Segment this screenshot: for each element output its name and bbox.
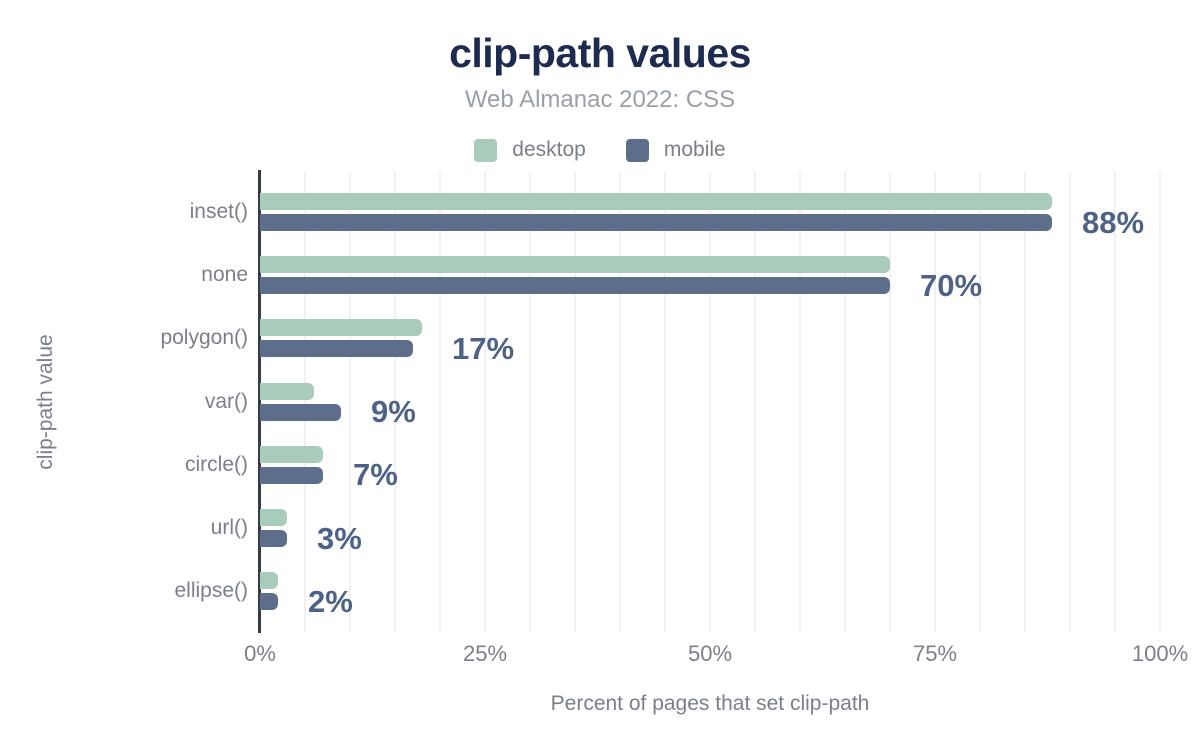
x-axis-title: Percent of pages that set clip-path [550,692,870,715]
gridline [664,172,666,632]
legend-swatch-mobile [625,138,649,162]
value-label-inset(): 88% [1082,204,1145,240]
gridline [1024,172,1026,632]
gridline [799,172,801,632]
bar-mobile-var() [260,403,341,421]
category-label-polygon(): polygon() [160,326,248,350]
category-label-var(): var() [204,389,248,413]
gridline [979,172,981,632]
bar-desktop-circle() [260,445,323,463]
bar-mobile-ellipse() [260,593,278,611]
bar-desktop-var() [260,382,314,400]
bar-mobile-polygon() [260,340,413,358]
gridline [484,172,486,632]
gridline [1159,172,1161,632]
legend-item-desktop: desktop [474,138,586,162]
value-label-url(): 3% [317,520,362,556]
bar-desktop-ellipse() [260,572,278,590]
bar-desktop-inset() [260,193,1052,210]
value-label-polygon(): 17% [452,330,515,366]
bar-mobile-none [260,277,890,295]
category-label-ellipse(): ellipse() [174,579,248,603]
x-tick-100%: 100% [1131,641,1189,666]
gridline [1114,172,1116,632]
gridline [754,172,756,632]
x-tick-50%: 50% [687,641,733,666]
bar-mobile-url() [260,530,287,547]
value-label-ellipse(): 2% [308,583,353,619]
gridline [349,172,351,632]
gridline [709,172,711,632]
bar-desktop-polygon() [260,319,422,337]
x-tick-0%: 0% [244,641,276,666]
value-label-none: 70% [920,267,983,303]
bar-mobile-inset() [260,214,1052,231]
legend-label: mobile [663,138,726,161]
legend-item-mobile: mobile [625,138,726,162]
chart-subtitle: Web Almanac 2022: CSS [464,86,736,113]
x-tick-25%: 25% [462,641,508,666]
value-label-circle(): 7% [353,457,398,493]
gridline [619,172,621,632]
gridline [1069,172,1071,632]
y-axis-line [258,170,261,633]
gridline [844,172,846,632]
chart-legend: desktop mobile [0,138,1200,162]
bar-desktop-none [260,256,890,274]
gridline [934,172,936,632]
category-label-none: none [201,263,248,287]
category-label-circle(): circle() [185,452,248,476]
gridline [529,172,531,632]
bar-mobile-circle() [260,466,323,484]
gridline [304,172,306,632]
chart-title: clip-path values [449,30,751,76]
gridline [889,172,891,632]
category-label-inset(): inset() [189,200,248,223]
plot-area: inset() 88% none 70% polygon() 17% var() 9% circ… [160,170,1161,633]
gridline [574,172,576,632]
legend-swatch-desktop [474,138,498,162]
bar-desktop-url() [260,509,287,526]
legend-label: desktop [512,138,586,161]
gridline [394,172,396,632]
category-label-url(): url() [210,516,248,539]
value-label-var(): 9% [371,394,416,430]
x-tick-75%: 75% [912,641,958,666]
gridline [439,172,441,632]
